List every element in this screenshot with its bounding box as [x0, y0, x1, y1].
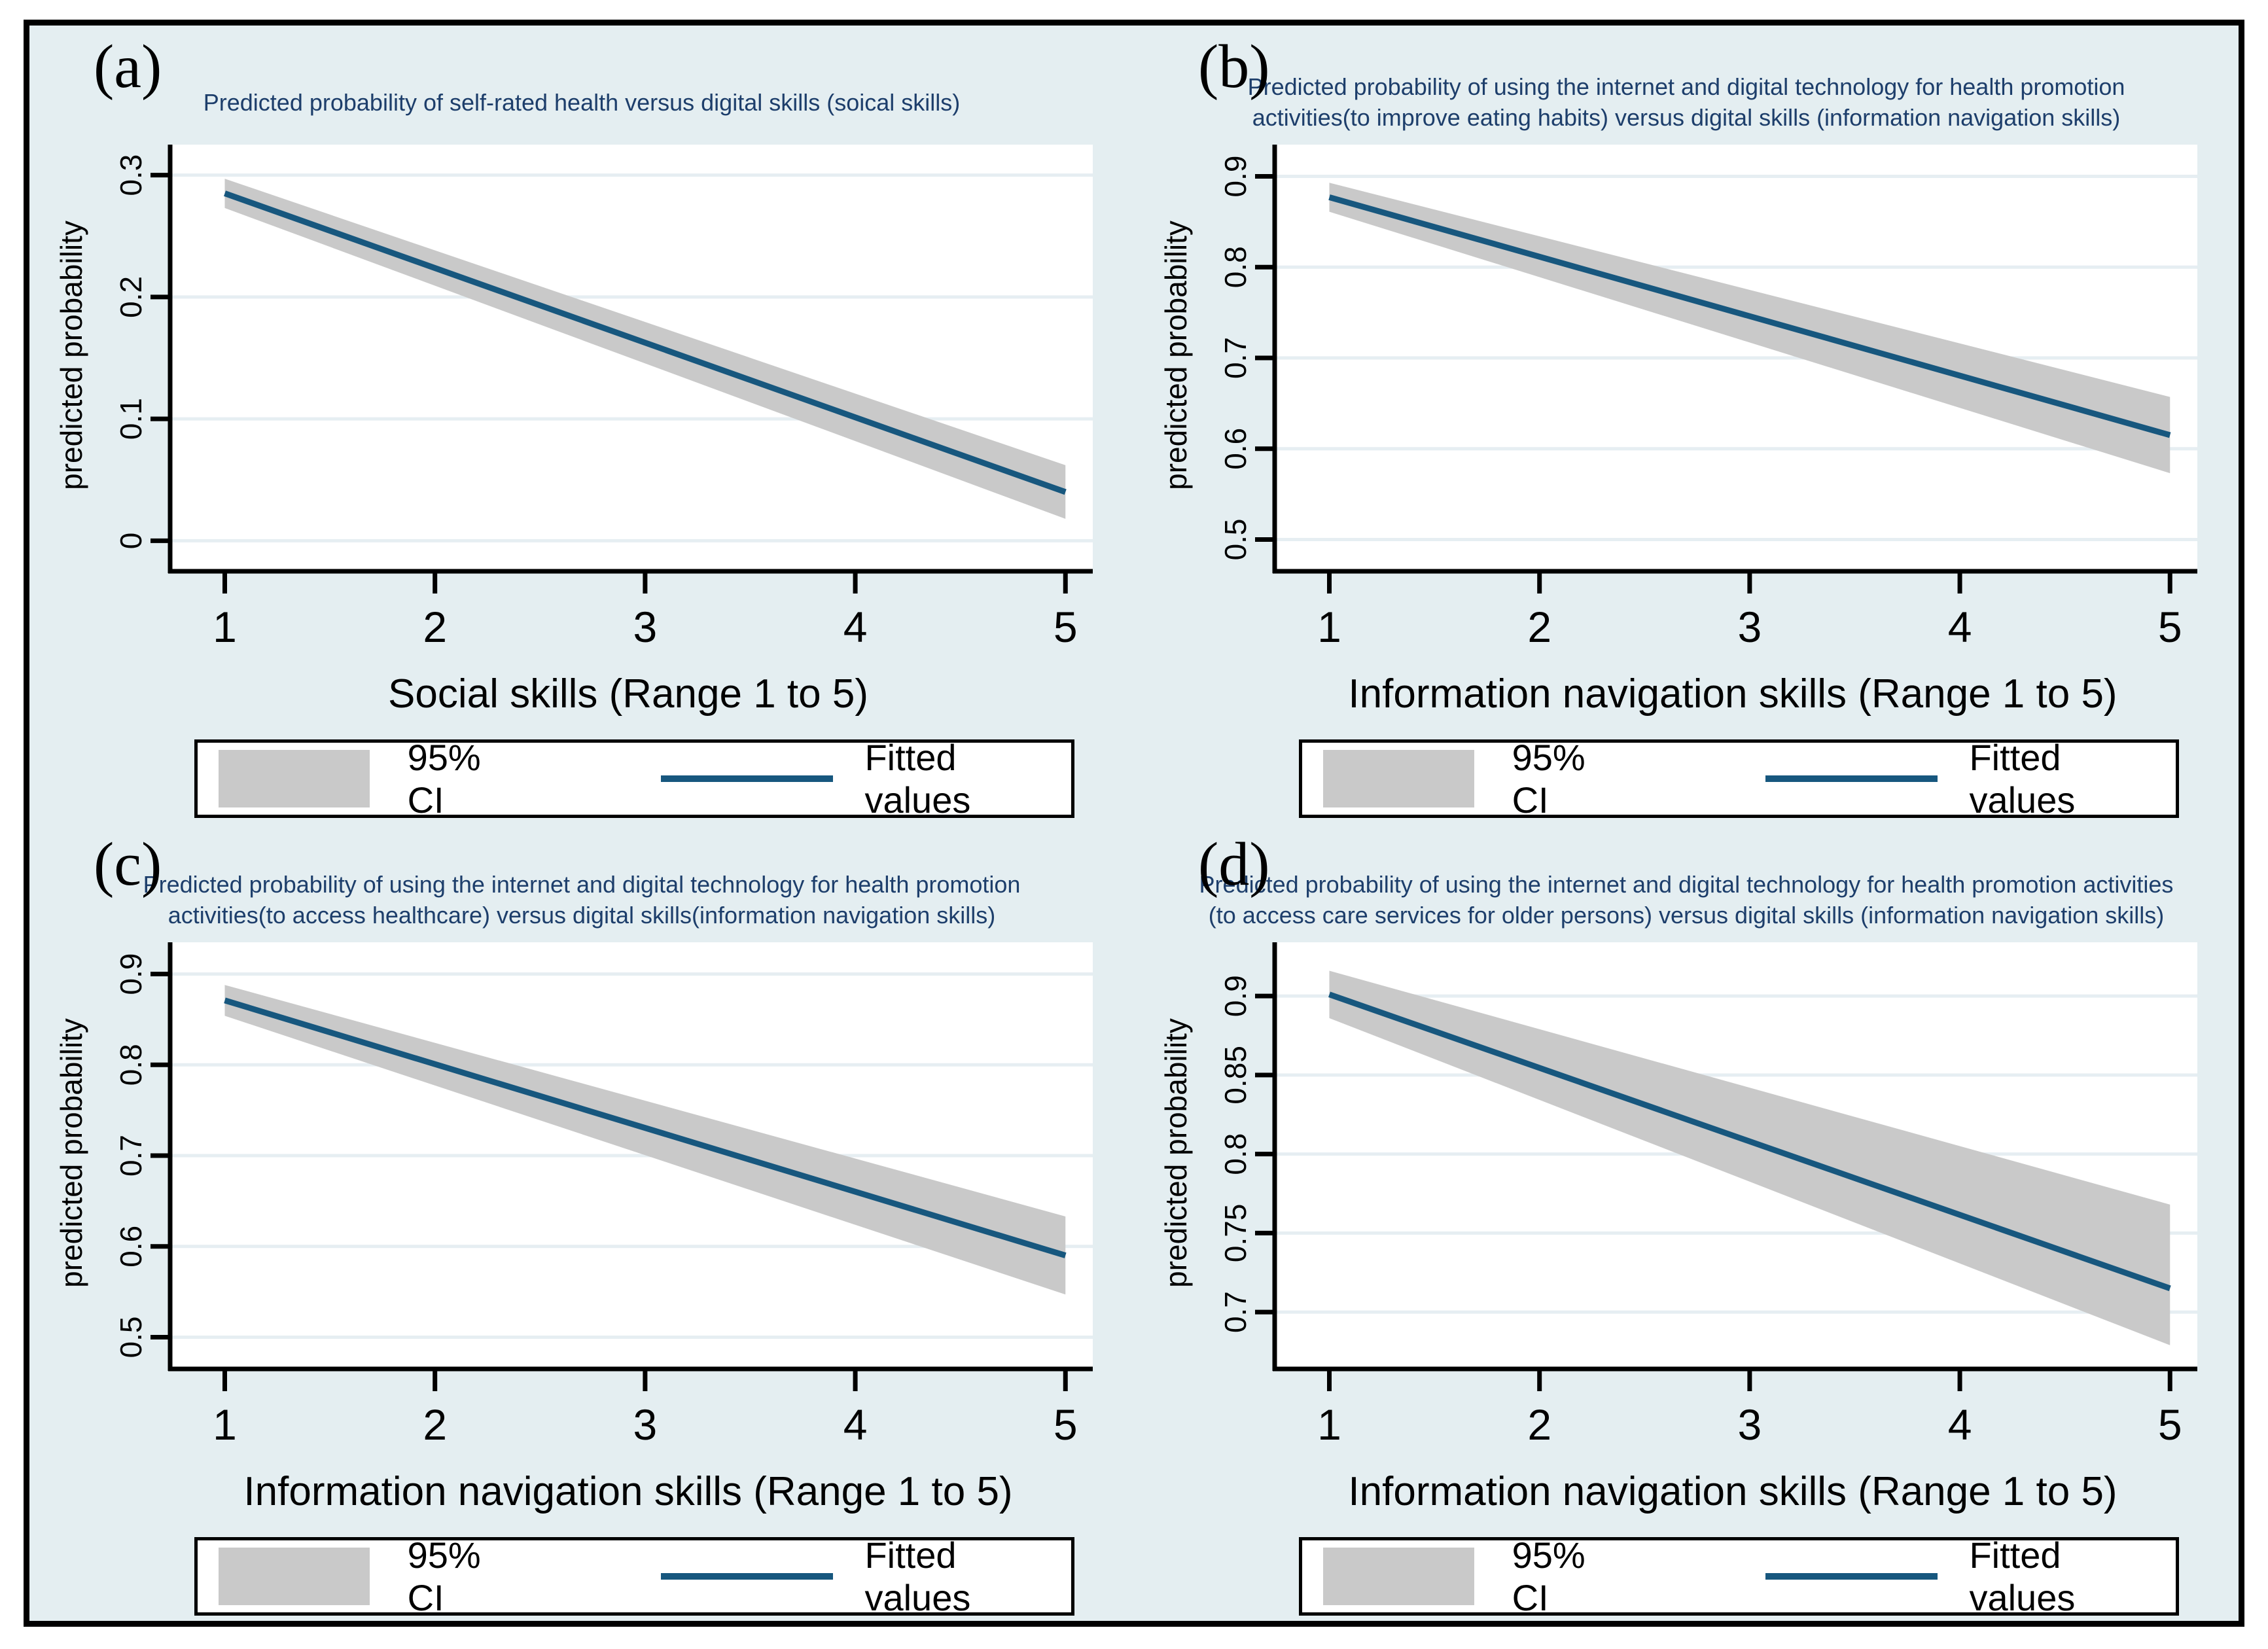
- panel-b-title-line2: activities(to improve eating habits) ver…: [1252, 104, 2121, 131]
- svg-text:2: 2: [423, 1400, 447, 1449]
- panel-d: (d) Predicted probability of using the i…: [1134, 823, 2239, 1621]
- panel-b-legend: 95% CI Fitted values: [1299, 737, 2179, 821]
- ci-swatch: [1323, 1548, 1474, 1605]
- svg-text:5: 5: [1054, 1400, 1078, 1449]
- svg-text:1: 1: [1317, 1400, 1341, 1449]
- fitted-legend-label: Fitted values: [1969, 737, 2076, 821]
- panel-b: (b) Predicted probability of using the i…: [1134, 26, 2239, 823]
- panel-a-letter: (a): [94, 33, 162, 101]
- panel-a-y-axis-title: predicted probability: [54, 221, 88, 490]
- svg-text:1: 1: [1317, 603, 1341, 651]
- panel-c-y-axis-title: predicted probability: [54, 1018, 88, 1288]
- svg-text:3: 3: [1738, 1400, 1762, 1449]
- fitted-line-sample: [1765, 775, 1938, 782]
- panel-a-title: Predicted probability of self-rated heal…: [29, 69, 1134, 137]
- fitted-line-sample: [661, 775, 834, 782]
- panel-a-legend: 95% CI Fitted values: [194, 737, 1074, 821]
- panel-a-title-line1: Predicted probability of self-rated heal…: [203, 88, 961, 116]
- svg-text:0.8: 0.8: [1218, 246, 1252, 288]
- panel-b-letter: (b): [1198, 33, 1270, 101]
- panel-b-y-axis-title: predicted probability: [1159, 221, 1193, 490]
- svg-text:2: 2: [1527, 603, 1551, 651]
- ci-legend-label: 95% CI: [1512, 1534, 1586, 1618]
- panel-d-letter: (d): [1198, 830, 1270, 898]
- four-panel-figure: (a) Predicted probability of self-rated …: [24, 20, 2244, 1627]
- fitted-line-sample: [661, 1573, 834, 1580]
- panel-c-x-axis-title: Information navigation skills (Range 1 t…: [243, 1469, 1013, 1514]
- ci-legend-label: 95% CI: [407, 1534, 481, 1618]
- svg-text:3: 3: [633, 603, 658, 651]
- svg-text:0.5: 0.5: [1218, 518, 1252, 560]
- svg-text:0.85: 0.85: [1218, 1046, 1252, 1105]
- svg-text:0.1: 0.1: [114, 398, 148, 440]
- panel-b-title: Predicted probability of using the inter…: [1134, 69, 2239, 137]
- panel-a: (a) Predicted probability of self-rated …: [29, 26, 1134, 823]
- svg-text:0.6: 0.6: [114, 1226, 148, 1268]
- panel-a-x-axis-title: Social skills (Range 1 to 5): [388, 671, 868, 717]
- panel-a-plot: 0 0.1 0.2 0.3 1 2 3 4 5: [114, 145, 1093, 651]
- svg-text:3: 3: [1738, 603, 1762, 651]
- panel-b-plot: 0.5 0.6 0.7 0.8 0.9 1 2 3 4 5: [1218, 145, 2197, 651]
- panel-d-chart-row: predicted probability 0.7 0.75 0.8 0.85 0.9 1…: [1152, 937, 2239, 1467]
- ci-legend-label: 95% CI: [407, 737, 481, 821]
- panel-a-chart-row: predicted probability 0 0.1 0.2 0.3 1 2 3 4 5: [48, 139, 1134, 669]
- panel-c-title: Predicted probability of using the inter…: [29, 866, 1134, 934]
- svg-text:0.7: 0.7: [1218, 337, 1252, 379]
- panel-c-letter: (c): [94, 830, 162, 898]
- fitted-legend-label: Fitted values: [864, 1534, 971, 1618]
- ci-swatch: [219, 1548, 370, 1605]
- svg-text:5: 5: [2158, 603, 2182, 651]
- svg-text:4: 4: [843, 603, 868, 651]
- svg-text:0.6: 0.6: [1218, 428, 1252, 470]
- svg-text:4: 4: [1948, 1400, 1972, 1449]
- svg-text:0.75: 0.75: [1218, 1204, 1252, 1263]
- svg-text:0.3: 0.3: [114, 154, 148, 196]
- panel-d-title-line1: Predicted probability of using the inter…: [1199, 871, 2174, 898]
- svg-text:3: 3: [633, 1400, 658, 1449]
- svg-text:0.8: 0.8: [1218, 1133, 1252, 1175]
- panel-c-title-line2: activities(to access healthcare) versus …: [168, 902, 996, 929]
- fitted-legend-label: Fitted values: [864, 737, 971, 821]
- panel-d-y-axis-title: predicted probability: [1159, 1018, 1193, 1288]
- panel-d-plot: 0.7 0.75 0.8 0.85 0.9 1 2 3 4 5: [1218, 942, 2197, 1449]
- svg-text:2: 2: [1527, 1400, 1551, 1449]
- panel-c-title-line1: Predicted probability of using the inter…: [143, 871, 1021, 898]
- svg-text:2: 2: [423, 603, 447, 651]
- svg-text:5: 5: [2158, 1400, 2182, 1449]
- svg-text:4: 4: [1948, 603, 1972, 651]
- svg-text:0.8: 0.8: [114, 1044, 148, 1086]
- fitted-legend-label: Fitted values: [1969, 1534, 2076, 1618]
- svg-text:0.9: 0.9: [1218, 975, 1252, 1017]
- svg-text:5: 5: [1054, 603, 1078, 651]
- svg-text:0.9: 0.9: [114, 953, 148, 995]
- panel-d-legend: 95% CI Fitted values: [1299, 1534, 2179, 1618]
- panel-c-plot: 0.5 0.6 0.7 0.8 0.9 1 2 3 4 5: [114, 942, 1093, 1449]
- ci-legend-label: 95% CI: [1512, 737, 1586, 821]
- panel-c-legend: 95% CI Fitted values: [194, 1534, 1074, 1618]
- panel-d-title: Predicted probability of using the inter…: [1134, 866, 2239, 934]
- panel-b-title-line1: Predicted probability of using the inter…: [1247, 73, 2125, 101]
- fitted-line-sample: [1765, 1573, 1938, 1580]
- panel-c-chart-row: predicted probability 0.5 0.6 0.7 0.8 0.9 1 2 3…: [48, 937, 1134, 1467]
- svg-text:0.2: 0.2: [114, 276, 148, 318]
- ci-swatch: [1323, 750, 1474, 807]
- svg-text:1: 1: [213, 1400, 237, 1449]
- ci-swatch: [219, 750, 370, 807]
- svg-text:0.7: 0.7: [114, 1135, 148, 1177]
- panel-b-chart-row: predicted probability 0.5 0.6 0.7 0.8 0.9 1 2 3…: [1152, 139, 2239, 669]
- panel-c: (c) Predicted probability of using the i…: [29, 823, 1134, 1621]
- panel-b-x-axis-title: Information navigation skills (Range 1 t…: [1348, 671, 2117, 717]
- panel-d-x-axis-title: Information navigation skills (Range 1 t…: [1348, 1469, 2117, 1514]
- svg-text:0.5: 0.5: [114, 1316, 148, 1358]
- svg-text:0.9: 0.9: [1218, 156, 1252, 198]
- svg-text:1: 1: [213, 603, 237, 651]
- svg-text:4: 4: [843, 1400, 868, 1449]
- svg-text:0.7: 0.7: [1218, 1291, 1252, 1333]
- svg-text:0: 0: [114, 533, 148, 550]
- panel-d-title-line2: (to access care services for older perso…: [1208, 902, 2165, 929]
